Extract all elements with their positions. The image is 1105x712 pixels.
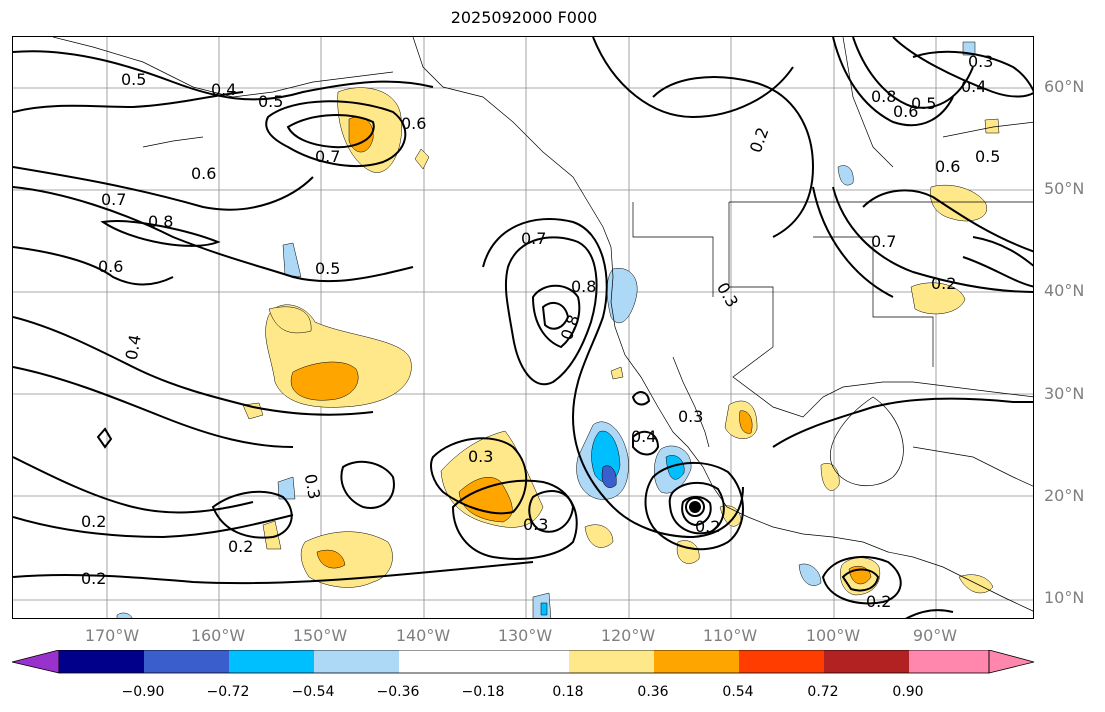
contour-label: 0.6 <box>401 114 426 133</box>
contour-label: 0.3 <box>968 52 993 71</box>
contour-label: 0.2 <box>81 512 106 531</box>
contour-label: 0.4 <box>211 80 236 99</box>
lon-label: 130°W <box>497 626 553 645</box>
lat-label: 40°N <box>1044 281 1085 300</box>
contour-label: 0.5 <box>258 92 283 111</box>
contour-label: 0.7 <box>871 232 896 251</box>
contour-lines <box>13 37 1033 618</box>
colorbar-tick: −0.72 <box>206 684 250 700</box>
contour-label: 0.6 <box>191 164 216 183</box>
colorbar-segment <box>988 650 1035 674</box>
contour-label: 0.6 <box>935 157 960 176</box>
contour-label: 0.5 <box>315 259 340 278</box>
colorbar-segment <box>11 650 60 674</box>
cyclone-marker <box>689 501 701 513</box>
contour-label: 0.7 <box>315 147 340 166</box>
lat-label: 60°N <box>1044 77 1085 96</box>
contour-label: 0.7 <box>101 190 126 209</box>
contour-label: 0.4 <box>961 77 986 96</box>
colorbar-segment <box>909 650 989 673</box>
colorbar-tick: −0.54 <box>291 684 335 700</box>
colorbar-segment <box>654 650 739 673</box>
lon-label: 110°W <box>702 626 758 645</box>
colorbar <box>11 650 1035 674</box>
lon-label: 90°W <box>912 626 958 645</box>
map-panel: 0.5 0.4 0.5 0.6 0.7 0.6 0.7 0.8 0.6 0.5 … <box>12 36 1034 619</box>
contour-label: 0.6 <box>893 102 918 121</box>
colorbar-segment <box>59 650 144 673</box>
contour-label: 0.3 <box>713 279 742 311</box>
lon-label: 160°W <box>190 626 246 645</box>
lat-label: 50°N <box>1044 179 1085 198</box>
coastlines <box>52 37 1033 612</box>
colorbar-tick: 0.90 <box>892 684 924 700</box>
contour-label: 0.4 <box>122 333 145 361</box>
colorbar-tick: −0.18 <box>461 684 505 700</box>
contour-label: 0.5 <box>911 94 936 113</box>
colorbar-tick: 0.54 <box>722 684 754 700</box>
contour-label: 0.3 <box>301 472 324 500</box>
contour-label: 0.4 <box>631 427 656 446</box>
lon-label: 170°W <box>84 626 140 645</box>
lon-label: 100°W <box>805 626 861 645</box>
map-canvas: 0.5 0.4 0.5 0.6 0.7 0.6 0.7 0.8 0.6 0.5 … <box>13 37 1033 618</box>
colorbar-segment <box>569 650 654 673</box>
contour-label: 0.3 <box>678 407 703 426</box>
lon-label: 150°W <box>292 626 348 645</box>
colorbar-segment <box>824 650 909 673</box>
colorbar-tick: −0.90 <box>121 684 165 700</box>
colorbar-segment <box>144 650 229 673</box>
contour-label: 0.2 <box>81 569 106 588</box>
contour-label: 0.5 <box>121 70 146 89</box>
contour-label: 0.3 <box>523 515 548 534</box>
colorbar-segment <box>739 650 824 673</box>
contour-label: 0.3 <box>468 447 493 466</box>
contour-label: 0.2 <box>866 592 891 611</box>
colorbar-segment <box>399 650 484 673</box>
colorbar-segment <box>314 650 399 673</box>
colorbar-tick: 0.72 <box>807 684 839 700</box>
contour-labels: 0.5 0.4 0.5 0.6 0.7 0.6 0.7 0.8 0.6 0.5 … <box>81 52 1000 611</box>
lon-label: 140°W <box>395 626 451 645</box>
contour-label: 0.2 <box>746 125 773 155</box>
colorbar-segment <box>484 650 569 673</box>
colorbar-segment <box>229 650 314 673</box>
map-title: 2025092000 F000 <box>450 8 598 27</box>
contour-label: 0.8 <box>148 212 173 231</box>
lon-label: 120°W <box>600 626 656 645</box>
colorbar-tick: −0.36 <box>376 684 420 700</box>
colorbar-tick: 0.18 <box>552 684 584 700</box>
contour-label: 0.2 <box>695 517 720 536</box>
contour-label: 0.8 <box>871 87 896 106</box>
contour-label: 0.2 <box>931 274 956 293</box>
lat-label: 30°N <box>1044 384 1085 403</box>
contour-label: 0.6 <box>98 257 123 276</box>
contour-label: 0.5 <box>975 147 1000 166</box>
contour-label: 0.7 <box>521 229 546 248</box>
contour-label: 0.2 <box>228 537 253 556</box>
colorbar-tick: 0.36 <box>637 684 669 700</box>
lat-label: 20°N <box>1044 486 1085 505</box>
lat-label: 10°N <box>1044 588 1085 607</box>
contour-label: 0.8 <box>571 277 596 296</box>
